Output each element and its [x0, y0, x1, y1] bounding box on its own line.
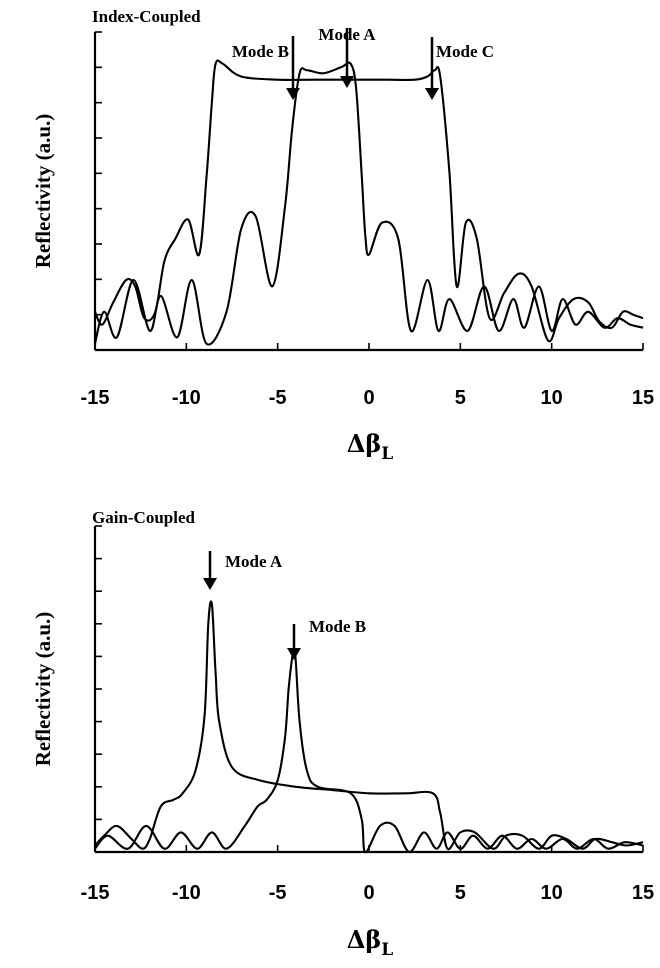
- series-line-1: [94, 600, 644, 851]
- x-axis-label: ΔβL: [347, 429, 394, 464]
- chart-panel-1: -15 -10 -5 0 5 10 15 Index-Coupled Reflectivity …: [31, 7, 654, 464]
- x-tick-label: 10: [541, 882, 563, 904]
- x-tick-label: -5: [269, 387, 287, 409]
- mode-arrow-head: [425, 88, 439, 100]
- mode-label: Mode C: [436, 42, 494, 61]
- x-tick-label: 5: [455, 387, 466, 409]
- x-tick-label: 15: [632, 387, 654, 409]
- x-tick-label: 15: [632, 882, 654, 904]
- x-tick-label: 0: [363, 882, 374, 904]
- x-tick-label: -10: [172, 882, 201, 904]
- x-tick-label: -5: [269, 882, 287, 904]
- x-tick-label: -15: [81, 882, 110, 904]
- mode-label: Mode B: [309, 617, 366, 636]
- mode-arrow-head: [203, 578, 217, 590]
- mode-arrow-head: [287, 648, 301, 660]
- series-line-2: [94, 648, 644, 854]
- x-axis-label-subscript: L: [381, 940, 393, 960]
- panel-title: Gain-Coupled: [92, 508, 196, 527]
- x-axis-label: ΔβL: [347, 925, 394, 960]
- mode-label: Mode A: [318, 25, 376, 44]
- x-tick-label: -15: [81, 387, 110, 409]
- x-axis-label-subscript: L: [381, 444, 393, 464]
- y-axis-label: Reflectivity (a.u.): [31, 612, 55, 767]
- mode-arrow-head: [286, 88, 300, 100]
- series-line-2: [93, 61, 644, 346]
- x-tick-label: -10: [172, 387, 201, 409]
- x-tick-label: 5: [455, 882, 466, 904]
- mode-label: Mode A: [225, 552, 283, 571]
- mode-arrow-head: [340, 76, 354, 88]
- mode-label: Mode B: [232, 42, 289, 61]
- series-line-1: [94, 59, 644, 343]
- panel-title: Index-Coupled: [92, 7, 201, 26]
- y-axis-label: Reflectivity (a.u.): [31, 114, 55, 269]
- x-tick-label: 0: [363, 387, 374, 409]
- x-tick-label: 10: [541, 387, 563, 409]
- chart-panel-2: -15 -10 -5 0 5 10 15 Gain-Coupled Reflectivity (…: [31, 508, 654, 960]
